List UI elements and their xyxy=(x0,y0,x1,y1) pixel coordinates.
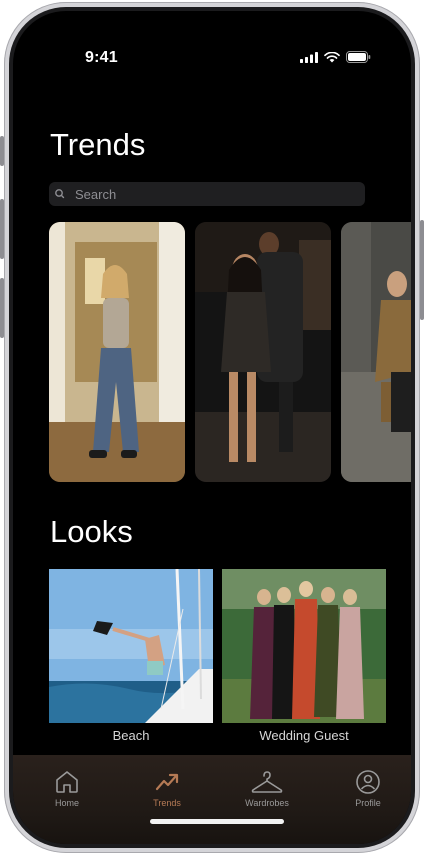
tab-trends[interactable]: Trends xyxy=(129,769,205,808)
volume-down-button xyxy=(0,278,4,338)
trend-photo-doorway xyxy=(49,222,185,482)
beach-photo xyxy=(49,569,213,723)
trend-card-doorway[interactable] xyxy=(49,222,185,482)
home-indicator[interactable] xyxy=(150,819,284,824)
search-bar[interactable] xyxy=(49,182,365,206)
trend-photo-street-day xyxy=(341,222,411,482)
tab-wardrobes[interactable]: Wardrobes xyxy=(229,769,305,808)
tab-profile-label: Profile xyxy=(355,798,381,808)
trends-heading: Trends xyxy=(50,127,146,162)
app-screen: 9:41 Trends xyxy=(13,11,411,844)
look-card-wedding-guest[interactable] xyxy=(222,569,386,723)
wedding-guest-photo xyxy=(222,569,386,723)
looks-heading: Looks xyxy=(50,514,133,549)
search-input[interactable] xyxy=(75,186,365,202)
house-icon xyxy=(56,771,78,793)
trend-arrow-icon xyxy=(155,773,179,791)
battery-icon xyxy=(346,51,371,63)
action-button xyxy=(0,136,4,166)
hanger-icon xyxy=(251,771,283,793)
search-icon xyxy=(55,189,65,199)
tab-bar: Home Trends Wardrobes xyxy=(13,755,411,844)
trend-photo-street-night xyxy=(195,222,331,482)
phone-frame: 9:41 Trends xyxy=(4,2,420,853)
cellular-signal-icon xyxy=(300,51,318,63)
look-label-beach: Beach xyxy=(112,728,150,743)
tab-home-label: Home xyxy=(54,798,79,808)
status-time: 9:41 xyxy=(85,49,118,66)
look-label-wedding-guest: Wedding Guest xyxy=(259,728,349,743)
look-card-beach[interactable] xyxy=(49,569,213,723)
phone-bezel: 9:41 Trends xyxy=(9,7,415,848)
tab-wardrobes-label: Wardrobes xyxy=(245,798,289,808)
trend-card-street-day[interactable] xyxy=(341,222,411,482)
tab-trends-label: Trends xyxy=(153,798,181,808)
volume-up-button xyxy=(0,199,4,259)
person-circle-icon xyxy=(356,770,380,794)
tab-home[interactable]: Home xyxy=(29,769,105,808)
wifi-icon xyxy=(324,51,340,62)
tab-profile[interactable]: Profile xyxy=(330,769,406,808)
status-icons xyxy=(300,51,371,63)
trend-card-street-night[interactable] xyxy=(195,222,331,482)
power-button xyxy=(420,220,424,320)
